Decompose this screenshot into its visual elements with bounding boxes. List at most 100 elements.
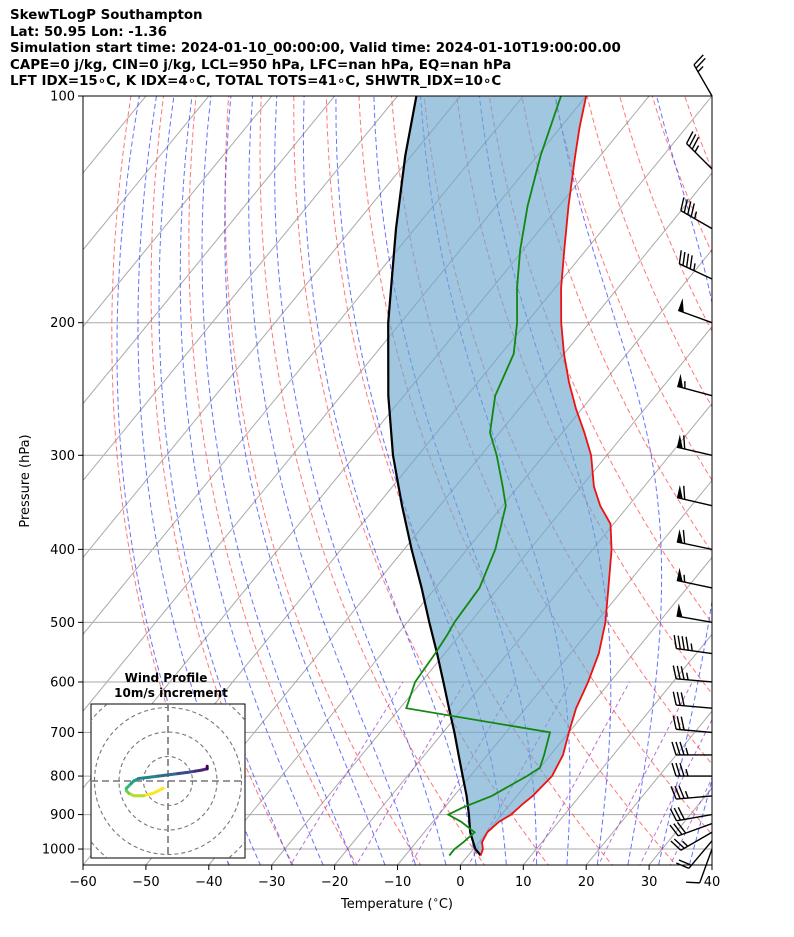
barb-flag [673, 823, 683, 835]
barb-flag [678, 785, 685, 799]
barb-half-flag [686, 672, 689, 681]
barb-staff [676, 813, 713, 822]
mixing-ratio-line [597, 681, 693, 865]
wind-barb [676, 567, 713, 589]
barb-half-flag [690, 643, 693, 651]
hodograph-segment [146, 774, 160, 779]
barb-half-flag [685, 747, 689, 756]
wind-barb [673, 634, 713, 655]
wind-barb [671, 741, 712, 756]
dry-adiabat [293, 96, 549, 865]
barb-staff [676, 795, 713, 800]
moist-adiabat [656, 96, 712, 865]
wind-barb [669, 807, 713, 822]
wind-barb [680, 197, 713, 230]
y-tick-label: 900 [50, 808, 75, 823]
barb-flag [683, 485, 686, 500]
isotherm-line [83, 96, 210, 251]
y-tick-label: 1000 [42, 843, 75, 858]
barb-pennant [676, 529, 683, 544]
x-tick-label: −10 [384, 875, 411, 890]
barb-flag [676, 716, 681, 730]
barb-staff [680, 209, 713, 230]
y-tick-label: 300 [50, 449, 75, 464]
barb-flag [673, 807, 682, 821]
barb-flag [685, 636, 689, 651]
x-axis-label-part: Temperature ( [340, 897, 433, 912]
hodograph-segment [166, 772, 180, 777]
mixing-ratio-line [669, 776, 712, 865]
barb-staff [676, 704, 713, 709]
inset-title: Wind Profile [125, 671, 208, 685]
wind-barb [671, 762, 712, 777]
barb-half-flag [683, 574, 686, 583]
isotherm-line [522, 633, 712, 865]
dry-adiabat [188, 96, 358, 865]
degree-symbol: ∘ [433, 895, 439, 906]
y-axis-label: Pressure (hPa) [18, 434, 33, 527]
barb-staff [688, 840, 713, 869]
barb-flag [680, 666, 685, 680]
x-axis-label: Temperature (∘C) [340, 895, 453, 913]
moist-adiabat [201, 96, 355, 865]
barb-flag [682, 251, 686, 266]
hodograph-segment [142, 791, 155, 798]
barb-staff [676, 615, 713, 624]
isotherm-line [83, 96, 335, 405]
y-tick-label: 500 [50, 616, 75, 631]
barb-flag [691, 136, 700, 150]
barb-flag [677, 635, 682, 650]
barb-flag [670, 840, 682, 851]
x-tick-label: 30 [641, 875, 658, 890]
wind-barb [678, 250, 713, 280]
barb-flag [678, 250, 682, 264]
barb-flag [671, 741, 677, 756]
grid-layer [83, 96, 794, 880]
barb-flag [673, 634, 678, 649]
barb-staff [676, 678, 713, 683]
isotherm-line [648, 787, 712, 865]
dry-adiabat [651, 96, 712, 255]
barb-flag [669, 824, 679, 837]
y-tick-label: 200 [50, 316, 75, 331]
parcel-profile-line [387, 96, 482, 857]
dry-adiabat [488, 96, 712, 625]
barb-flag [680, 692, 685, 706]
hodograph-segment [156, 773, 170, 778]
barb-pennant [676, 567, 683, 582]
hodograph-trace [124, 764, 209, 798]
barb-pennant [676, 484, 683, 499]
barb-half-flag [694, 211, 698, 219]
barb-half-flag [693, 263, 696, 271]
y-tick-label: 700 [50, 726, 75, 741]
barb-staff [686, 143, 713, 170]
y-tick-label: 100 [50, 90, 75, 105]
isotherm-line [711, 864, 712, 865]
barb-flag [676, 691, 681, 706]
x-tick-label: 0 [456, 875, 464, 890]
barb-flag [676, 821, 687, 834]
title-line: CAPE=0 j/kg, CIN=0 j/kg, LCL=950 hPa, LF… [10, 57, 512, 73]
inset-subtitle: 10m/s increment [114, 686, 228, 700]
moist-adiabat [179, 96, 324, 865]
barb-flag [683, 199, 689, 213]
isotherm-line [83, 96, 273, 328]
barb-flag [695, 57, 706, 69]
moist-adiabat [716, 96, 794, 880]
barb-flag [681, 636, 685, 650]
isotherm-line [83, 96, 461, 559]
barb-flag [669, 808, 678, 822]
barb-flag [683, 435, 686, 450]
hodograph-segment [176, 770, 190, 776]
barb-flag [675, 741, 681, 756]
moist-adiabat [158, 96, 293, 865]
barb-flag [672, 715, 677, 730]
barb-flag [676, 665, 681, 680]
barb-half-flag [685, 768, 689, 777]
wind-barb [670, 831, 713, 851]
axis-layer: −60 −50 −40 −30 −20 −10 0 10 20 30 40 1000 900 800 700… [42, 90, 720, 891]
barb-pennant [676, 434, 683, 449]
barb-flag [670, 786, 677, 800]
barb-flag [685, 131, 694, 144]
x-tick-label: −60 [69, 875, 96, 890]
